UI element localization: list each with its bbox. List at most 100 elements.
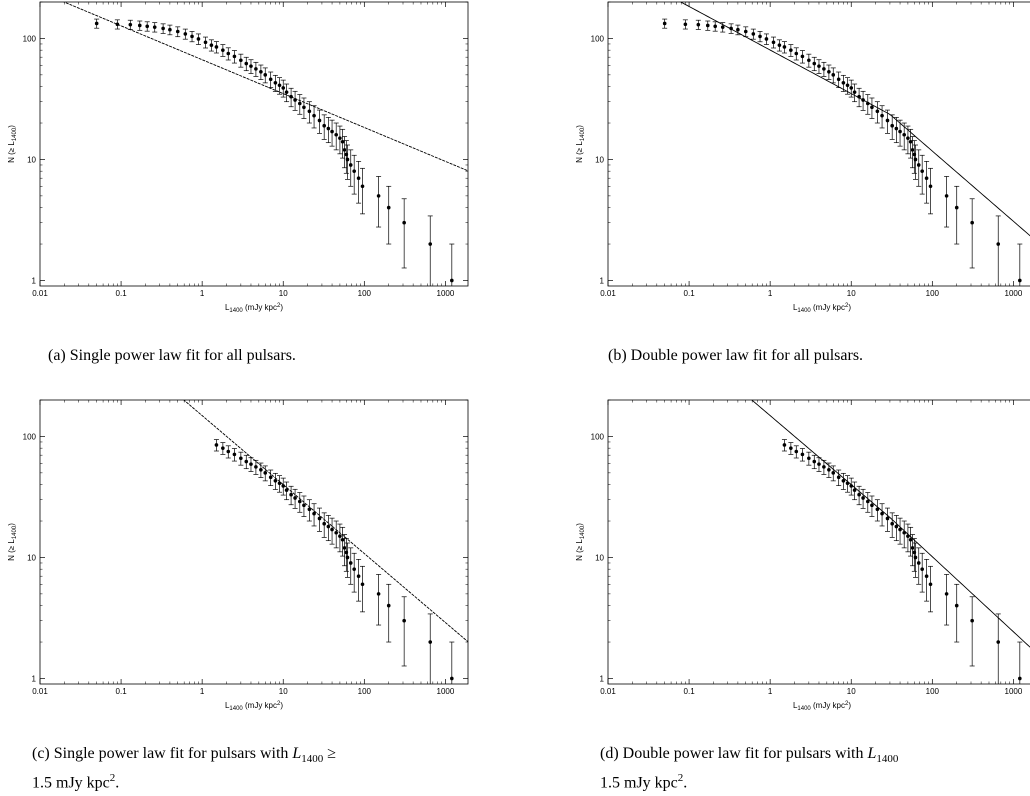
- data-point: [317, 118, 322, 123]
- data-point: [428, 640, 433, 644]
- data-point: [696, 22, 701, 27]
- data-point: [334, 530, 339, 535]
- plot-frame: [39, 1, 469, 287]
- x-tick-label: 1: [768, 289, 773, 298]
- data-point: [249, 462, 253, 466]
- data-point: [913, 157, 918, 162]
- data-point: [836, 475, 841, 480]
- data-point: [402, 220, 406, 225]
- data-point: [865, 101, 870, 106]
- data-point: [307, 109, 312, 114]
- data-point: [807, 58, 811, 63]
- chart-svg-c: 0.01 0.1 1 10 100 1000 1 10 100 L1400 (mJy kpc2) N…: [7, 399, 469, 712]
- data-point: [115, 22, 120, 27]
- data-point: [386, 205, 391, 210]
- data-point: [342, 546, 347, 550]
- data-point: [221, 48, 225, 52]
- data-point: [822, 67, 826, 71]
- data-point: [705, 23, 710, 28]
- data-point: [782, 45, 787, 49]
- data-point: [175, 29, 180, 34]
- data-point: [386, 603, 391, 608]
- data-point: [330, 129, 334, 134]
- data-point: [794, 449, 799, 454]
- data-point: [209, 43, 214, 47]
- data-point: [996, 242, 1001, 246]
- data-point: [875, 109, 880, 114]
- data-point: [743, 29, 748, 34]
- y-tick-label: 10: [27, 553, 36, 562]
- y-tick-label: 1: [32, 276, 37, 285]
- data-point: [865, 499, 870, 504]
- data-point: [312, 511, 316, 516]
- data-point: [758, 34, 762, 39]
- caption-b: (b) Double power law fit for all pulsars…: [608, 347, 864, 364]
- data-point: [890, 123, 894, 128]
- data-point: [376, 592, 381, 596]
- data-point: [683, 22, 688, 27]
- data-point: [894, 524, 899, 529]
- data-point: [284, 90, 289, 94]
- data-point: [312, 113, 316, 118]
- fit-line: [751, 400, 1030, 648]
- data-point: [221, 446, 225, 450]
- x-tick-label: 0.01: [32, 289, 48, 298]
- data-point: [232, 54, 237, 59]
- data-point: [906, 136, 910, 140]
- data-point: [924, 176, 929, 180]
- x-tick-label: 10: [279, 687, 288, 696]
- data-point: [402, 618, 406, 623]
- data-point: [789, 48, 793, 52]
- data-point: [338, 136, 342, 140]
- data-point: [293, 98, 297, 102]
- chart-panel-b: 0.01 0.1 1 10 100 1000 1 10 100 L1400 (mJy kpc2) N…: [568, 0, 1030, 314]
- x-tick-label: 100: [926, 687, 940, 696]
- x-axis-label: L1400 (mJy kpc2): [793, 701, 851, 712]
- data-point: [902, 132, 907, 137]
- data-point: [817, 64, 821, 68]
- data-point: [277, 481, 282, 486]
- y-tick-label: 1: [32, 674, 37, 683]
- data-point: [870, 105, 874, 110]
- y-tick-label: 100: [23, 432, 37, 441]
- data-point: [857, 94, 861, 99]
- data-point: [293, 496, 297, 500]
- data-point: [822, 465, 826, 469]
- data-point: [297, 499, 302, 504]
- x-tick-label: 1000: [1005, 289, 1023, 298]
- data-point: [662, 21, 667, 26]
- x-tick-label: 10: [847, 289, 856, 298]
- chart-panel-a: 0.01 0.1 1 10 100 1000 1 10 100 L1400 (mJy kpc2) N…: [0, 0, 500, 314]
- y-axis-label: N (≥ L1400): [575, 125, 586, 163]
- x-tick-label: 0.1: [116, 687, 128, 696]
- data-point: [849, 484, 854, 488]
- x-tick-label: 10: [847, 687, 856, 696]
- data-point: [340, 537, 345, 542]
- data-point: [861, 496, 865, 500]
- data-point: [954, 603, 959, 608]
- data-point: [307, 507, 312, 512]
- y-tick-label: 100: [591, 34, 605, 43]
- data-point: [190, 34, 194, 39]
- data-point: [794, 51, 799, 56]
- data-point: [771, 40, 776, 45]
- data-point: [152, 25, 157, 29]
- caption-d: (d) Double power law fit for pulsars wit…: [600, 745, 899, 792]
- data-point: [845, 481, 850, 486]
- data-point: [352, 169, 356, 173]
- data-point: [812, 61, 817, 66]
- data-point: [277, 83, 282, 88]
- data-point: [183, 32, 188, 36]
- data-point: [910, 546, 915, 550]
- data-point: [1018, 278, 1022, 283]
- x-tick-label: 1: [200, 289, 205, 298]
- data-point: [782, 443, 787, 447]
- data-point: [764, 37, 769, 41]
- data-point: [226, 51, 231, 56]
- caption-a: (a) Single power law fit for all pulsars…: [48, 347, 296, 364]
- fit-group: [62, 2, 468, 172]
- data-point: [924, 574, 929, 578]
- y-tick-label: 1: [600, 276, 605, 285]
- data-point: [244, 61, 249, 66]
- data-point: [916, 561, 921, 565]
